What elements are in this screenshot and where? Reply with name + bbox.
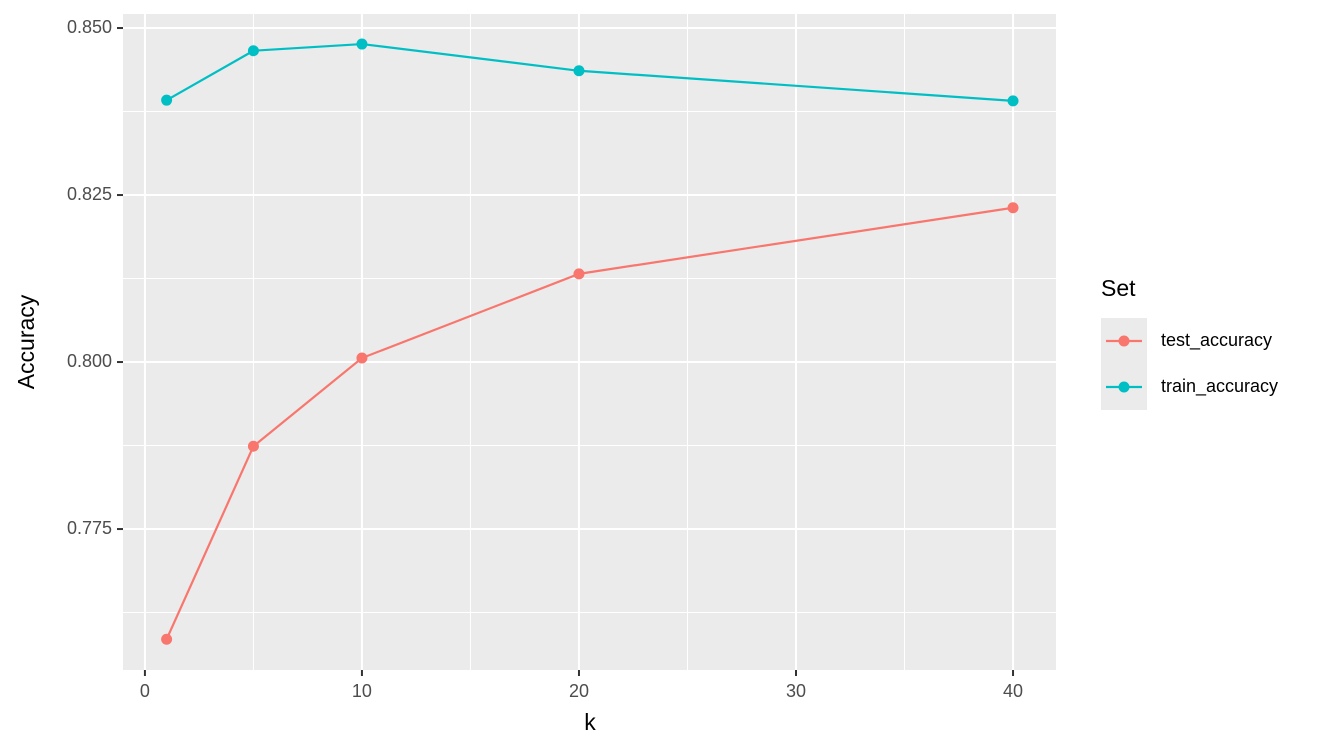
data-point xyxy=(573,268,585,280)
legend-label: test_accuracy xyxy=(1161,330,1272,351)
data-point xyxy=(356,352,368,364)
y-axis-title: Accuracy xyxy=(13,294,39,389)
y-tick-label: 0.800 xyxy=(67,351,112,371)
legend-label: train_accuracy xyxy=(1161,376,1278,397)
x-tick-label: 10 xyxy=(352,681,372,701)
data-point xyxy=(247,45,259,57)
data-point xyxy=(161,94,173,106)
panel-background xyxy=(123,14,1056,670)
data-point xyxy=(161,633,173,645)
x-tick-label: 0 xyxy=(140,681,150,701)
data-point xyxy=(573,65,585,77)
legend-key-point xyxy=(1118,381,1130,393)
x-tick-label: 20 xyxy=(569,681,589,701)
y-tick-label: 0.850 xyxy=(67,17,112,37)
legend-key-background xyxy=(1101,318,1147,410)
x-tick-label: 40 xyxy=(1003,681,1023,701)
x-tick-label: 30 xyxy=(786,681,806,701)
x-axis-title: k xyxy=(584,709,596,735)
y-tick-label: 0.825 xyxy=(67,184,112,204)
y-tick-label: 0.775 xyxy=(67,518,112,538)
data-point xyxy=(247,440,259,452)
legend-title: Set xyxy=(1101,275,1136,301)
data-point xyxy=(1007,202,1019,214)
data-point xyxy=(356,38,368,50)
data-point xyxy=(1007,95,1019,107)
legend-key-point xyxy=(1118,335,1130,347)
